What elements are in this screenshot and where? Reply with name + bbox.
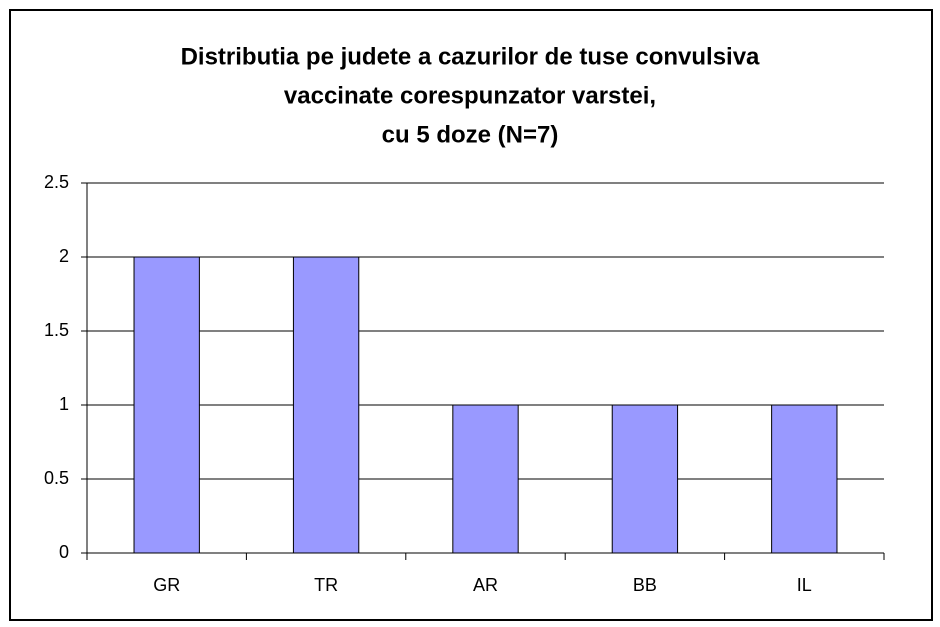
y-tick-label: 2 [59,246,69,266]
bar [771,404,838,554]
x-tick-label: TR [314,575,338,595]
x-tick-label: IL [797,575,812,595]
y-tick-label: 1.5 [44,320,69,340]
y-tick-label: 0.5 [44,468,69,488]
bar [452,404,519,554]
chart-title: cu 5 doze (N=7) [382,121,559,148]
x-tick-label: BB [633,575,657,595]
bar [611,404,679,554]
y-tick-label: 2.5 [44,172,69,192]
bar [292,256,360,554]
chart-title: Distributia pe judete a cazurilor de tus… [181,43,760,70]
x-tick-label: GR [153,575,180,595]
x-tick-label: AR [473,575,498,595]
bar [133,256,200,554]
y-tick-label: 1 [59,394,69,414]
chart-title: vaccinate corespunzator varstei, [284,82,656,109]
y-tick-label: 0 [59,542,69,562]
